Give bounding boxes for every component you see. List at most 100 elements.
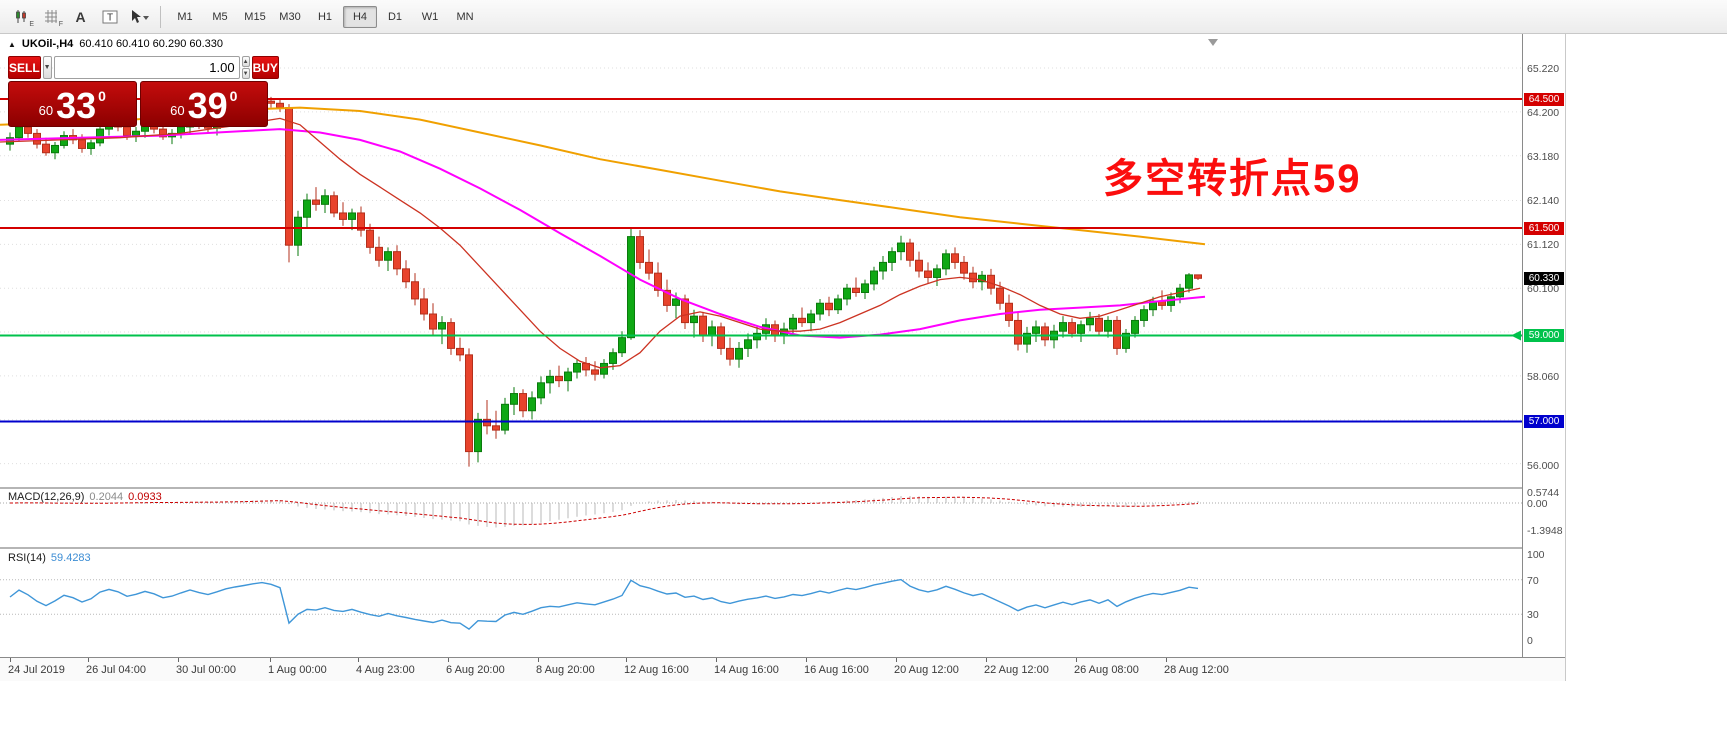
time-axis-label: 6 Aug 20:00: [446, 664, 505, 676]
macd-axis-label: -1.3948: [1527, 525, 1563, 537]
time-axis-tick: [178, 658, 179, 662]
macd-splitter[interactable]: [0, 487, 1565, 489]
chart-text-annotation: 多空转折点59: [1103, 157, 1362, 201]
time-axis-tick: [448, 658, 449, 662]
bid-pip-digit: 0: [98, 88, 106, 104]
macd-main-value: 0.2044: [89, 491, 124, 503]
time-axis-tick: [806, 658, 807, 662]
macd-indicator-label: MACD(12,26,9) 0.2044 0.0933: [8, 491, 162, 503]
macd-histogram: [18, 495, 1199, 528]
one-click-toggle-icon[interactable]: ▲: [8, 39, 16, 49]
time-axis-label: 1 Aug 00:00: [268, 664, 327, 676]
rsi-splitter[interactable]: [0, 547, 1565, 549]
price-axis-label: 65.220: [1527, 63, 1560, 76]
price-axis-label: 61.120: [1527, 239, 1560, 252]
rsi-pane[interactable]: [0, 549, 1522, 657]
time-axis-label: 20 Aug 12:00: [894, 664, 959, 676]
toolbar: E F A T M1 M5 M15 M30 H1 H4 D1 W1 MN: [0, 0, 1727, 34]
timeframe-m15-button[interactable]: M15: [244, 10, 266, 23]
ask-big-digits: 39: [187, 85, 228, 127]
timeframe-w1-button[interactable]: W1: [421, 10, 439, 23]
rsi-axis-label: 70: [1527, 574, 1539, 587]
level-arrow-59: [1511, 330, 1521, 341]
price-axis-label: 62.140: [1527, 195, 1560, 208]
moving-averages: [0, 106, 1206, 369]
timeframe-h1-button[interactable]: H1: [317, 10, 333, 23]
volume-input[interactable]: [53, 56, 240, 79]
time-axis-label: 16 Aug 16:00: [804, 664, 869, 676]
toolbar-separator: [160, 5, 161, 28]
timeframe-mn-button[interactable]: MN: [456, 10, 474, 23]
timeframe-h4-button[interactable]: H4: [343, 5, 377, 28]
volume-up-button[interactable]: ▲: [241, 56, 250, 67]
time-axis-tick: [538, 658, 539, 662]
bid-big-digits: 33: [56, 85, 97, 127]
volume-dropdown-button[interactable]: ▼: [42, 56, 52, 79]
macd-axis-label: 0.00: [1527, 498, 1548, 510]
volume-spinner: ▲ ▼: [241, 56, 250, 79]
candles: [6, 96, 1202, 467]
time-axis-label: 28 Aug 12:00: [1164, 664, 1229, 676]
macd-signal-value: 0.0933: [128, 491, 162, 503]
time-axis-label: 22 Aug 12:00: [984, 664, 1049, 676]
volume-down-button[interactable]: ▼: [241, 68, 250, 79]
ask-pip-digit: 0: [229, 88, 238, 104]
one-click-trading-panel: SELL ▼ ▲ ▼ BUY 60 33 0 60 39 0: [8, 56, 279, 127]
time-axis-tick: [88, 658, 89, 662]
timeframe-d1-button[interactable]: D1: [387, 10, 403, 23]
grid-lines: [0, 67, 1522, 465]
timeframe-m1-button[interactable]: M1: [177, 10, 193, 23]
price-axis-label: 64.200: [1527, 106, 1560, 119]
svg-text:T: T: [106, 12, 112, 23]
chart-expert-icon[interactable]: E: [8, 4, 37, 30]
price-axis-badge: 61.500: [1524, 221, 1564, 235]
timeframe-m30-button[interactable]: M30: [279, 10, 301, 23]
price-axis-label: 63.180: [1527, 150, 1560, 163]
time-axis-tick: [1076, 658, 1077, 662]
time-axis[interactable]: 24 Jul 2019 26 Jul 04:00 30 Jul 00:00 1 Aug…: [0, 657, 1565, 681]
timeframe-m5-button[interactable]: M5: [212, 10, 228, 23]
time-axis-label: 14 Aug 16:00: [714, 664, 779, 676]
time-axis-label: 30 Jul 00:00: [176, 664, 236, 676]
price-axis-label: 60.100: [1527, 283, 1560, 296]
macd-axis-label: 0.5744: [1527, 487, 1560, 499]
time-axis-tick: [270, 658, 271, 662]
time-axis-label: 4 Aug 23:00: [356, 664, 415, 676]
time-axis-tick: [716, 658, 717, 662]
price-axis-badge: 60.330: [1524, 271, 1564, 285]
rsi-indicator-label: RSI(14) 59.4283: [8, 552, 91, 564]
ask-quote-panel[interactable]: 60 39 0: [139, 81, 268, 127]
time-axis-tick: [896, 658, 897, 662]
ma-mid: [0, 128, 1206, 339]
grid-frame-icon[interactable]: F: [37, 4, 66, 30]
text-label-icon[interactable]: T: [95, 4, 124, 30]
rsi-axis-label: 30: [1527, 609, 1539, 622]
macd-signal-line: [9, 496, 1199, 525]
chart-ohlc-header: ▲ UKOil-,H4 60.410 60.410 60.290 60.330: [8, 38, 223, 50]
sell-button[interactable]: SELL: [8, 56, 41, 79]
time-axis-tick: [1166, 658, 1167, 662]
rsi-axis-label: 0: [1527, 635, 1533, 647]
buy-button[interactable]: BUY: [251, 56, 279, 79]
cursor-tool-icon[interactable]: [124, 4, 153, 30]
rsi-axis-label: 100: [1527, 549, 1545, 561]
text-annotation-icon[interactable]: A: [75, 8, 86, 25]
price-axis-badge: 64.500: [1524, 92, 1564, 106]
symbol-label: UKOil-,H4: [21, 38, 74, 50]
ohlc-values: 60.410 60.410 60.290 60.330: [79, 38, 224, 50]
time-axis-tick: [626, 658, 627, 662]
price-axis-label: 58.060: [1527, 370, 1560, 383]
timeframe-buttons: M1 M5 M15 M30 H1 H4 D1 W1 MN: [168, 5, 483, 28]
price-axis-badge: 57.000: [1524, 415, 1564, 428]
chart-right-border: [1565, 34, 1566, 681]
ask-prefix: 60: [170, 103, 185, 118]
price-axis[interactable]: 65.220 64.200 63.180 62.140 61.120 60.100 58.0…: [1522, 34, 1565, 657]
price-axis-badge: 59.000: [1524, 329, 1564, 342]
bid-prefix: 60: [38, 103, 54, 118]
rsi-value: 59.4283: [50, 552, 91, 564]
macd-pane[interactable]: [0, 489, 1522, 547]
time-axis-label: 12 Aug 16:00: [624, 664, 689, 676]
time-axis-tick: [10, 658, 11, 662]
bid-quote-panel[interactable]: 60 33 0: [8, 81, 137, 127]
